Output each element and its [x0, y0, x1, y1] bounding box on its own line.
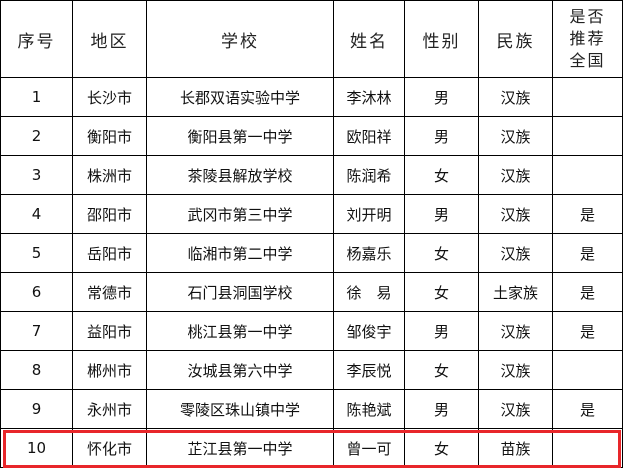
cell: 刘开明: [333, 194, 405, 234]
cell: 欧阳祥: [333, 116, 405, 156]
table-row: 3 株洲市 茶陵县解放学校 陈润希女汉族: [0, 155, 623, 195]
cell: 是: [552, 272, 623, 312]
cell: 汉族: [478, 389, 553, 429]
cell: 是: [552, 311, 623, 351]
cell: 岳阳市: [72, 233, 147, 273]
table-row: 6 常德市 石门县洞国学校徐 易女土家族是: [0, 272, 623, 312]
cell: 男: [404, 194, 479, 234]
cell: 汉族: [478, 116, 553, 156]
cell: 8: [0, 350, 73, 390]
cell: 徐 易: [333, 272, 405, 312]
cell: 武冈市第三中学: [146, 194, 334, 234]
header-cell: 姓名: [333, 0, 405, 78]
cell: 零陵区珠山镇中学: [146, 389, 334, 429]
cell: 汉族: [478, 194, 553, 234]
cell: [552, 77, 623, 117]
table-body: 1 长沙市 长郡双语实验中学 李沐林男汉族 2 衡阳市 衡阳县第一中学 欧阳祥男汉族 3 株洲市茶…: [0, 77, 623, 468]
cell: 长沙市: [72, 77, 147, 117]
cell: 女: [404, 350, 479, 390]
header-text: 学校: [221, 31, 259, 52]
cell: 10: [0, 428, 73, 468]
header-text: 姓名: [350, 31, 388, 52]
cell: 郴州市: [72, 350, 147, 390]
cell: 衡阳市: [72, 116, 147, 156]
cell: 5: [0, 233, 73, 273]
cell: 女: [404, 272, 479, 312]
cell: 陈艳斌: [333, 389, 405, 429]
cell: 是: [552, 194, 623, 234]
header-cell: 序号: [0, 0, 73, 78]
cell: 4: [0, 194, 73, 234]
header-cell: 学校: [146, 0, 334, 78]
header-text: 民族: [496, 31, 535, 52]
cell: 芷江县第一中学: [146, 428, 334, 468]
cell: 永州市: [72, 389, 147, 429]
cell: 汉族: [478, 350, 553, 390]
table-row: 2 衡阳市 衡阳县第一中学 欧阳祥男汉族: [0, 116, 623, 156]
header-text: 序号: [17, 31, 56, 52]
cell: 男: [404, 311, 479, 351]
cell: [552, 428, 623, 468]
cell: 苗族: [478, 428, 553, 468]
cell: 杨嘉乐: [333, 233, 405, 273]
cell: 是: [552, 233, 623, 273]
cell: 男: [404, 77, 479, 117]
header-cell: 性别: [404, 0, 479, 78]
cell: 邹俊宇: [333, 311, 405, 351]
cell: [552, 350, 623, 390]
cell: 男: [404, 116, 479, 156]
cell: 茶陵县解放学校: [146, 155, 334, 195]
cell: 益阳市: [72, 311, 147, 351]
cell: 女: [404, 428, 479, 468]
cell: 汉族: [478, 311, 553, 351]
cell: [552, 116, 623, 156]
cell: 9: [0, 389, 73, 429]
cell: 陈润希: [333, 155, 405, 195]
cell: 汝城县第六中学: [146, 350, 334, 390]
cell: 株洲市: [72, 155, 147, 195]
cell: 汉族: [478, 77, 553, 117]
header-text: 是否推荐全国: [569, 7, 606, 70]
cell: 3: [0, 155, 73, 195]
cell: 常德市: [72, 272, 147, 312]
cell: 李辰悦: [333, 350, 405, 390]
cell: 男: [404, 389, 479, 429]
cell: 长郡双语实验中学: [146, 77, 334, 117]
cell: 曾一可: [333, 428, 405, 468]
header-text: 地区: [90, 31, 129, 52]
table-row: 5 岳阳市 临湘市第二中学 杨嘉乐女汉族是: [0, 233, 623, 273]
table-row: 4 邵阳市 武冈市第三中学 刘开明男汉族是: [0, 194, 623, 234]
table-row: 10 怀化市 芷江县第一中学 曾一可女苗族: [0, 428, 623, 468]
cell: 女: [404, 233, 479, 273]
header-text: 性别: [422, 31, 461, 52]
cell: 是: [552, 389, 623, 429]
table-row: 8 郴州市 汝城县第六中学 李辰悦女汉族: [0, 350, 623, 390]
table-row: 7 益阳市 桃江县第一中学 邹俊宇男汉族是: [0, 311, 623, 351]
header-cell: 是否推荐全国: [552, 0, 623, 78]
cell: 2: [0, 116, 73, 156]
cell: 衡阳县第一中学: [146, 116, 334, 156]
cell: 汉族: [478, 233, 553, 273]
cell: 女: [404, 155, 479, 195]
header-row: 序号 地区 学校 姓名 性别 民族 是否推荐全国: [0, 0, 623, 78]
cell: 临湘市第二中学: [146, 233, 334, 273]
cell: 李沐林: [333, 77, 405, 117]
cell: 6: [0, 272, 73, 312]
cell: 怀化市: [72, 428, 147, 468]
cell: 汉族: [478, 155, 553, 195]
cell: 桃江县第一中学: [146, 311, 334, 351]
cell: 1: [0, 77, 73, 117]
header-cell: 民族: [478, 0, 553, 78]
cell: 土家族: [478, 272, 553, 312]
cell: 邵阳市: [72, 194, 147, 234]
cell: 石门县洞国学校: [146, 272, 334, 312]
header-cell: 地区: [72, 0, 147, 78]
cell: 7: [0, 311, 73, 351]
table-row: 9 永州市 零陵区珠山镇中学 陈艳斌男汉族是: [0, 389, 623, 429]
table-row: 1 长沙市 长郡双语实验中学 李沐林男汉族: [0, 77, 623, 117]
cell: [552, 155, 623, 195]
